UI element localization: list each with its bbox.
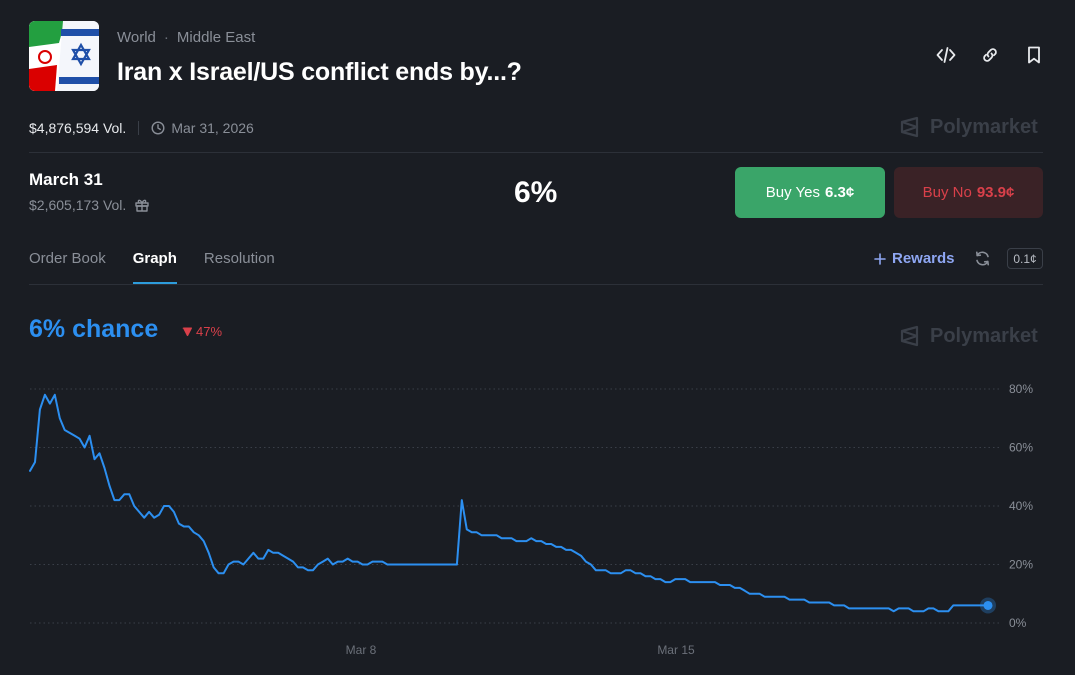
outcome-volume-text: $2,605,173 Vol. xyxy=(29,197,127,213)
chance-label: 6% chance xyxy=(29,315,159,343)
bookmark-icon[interactable] xyxy=(1023,44,1045,66)
header-actions xyxy=(935,44,1045,66)
y-tick-label: 60% xyxy=(1009,441,1033,455)
y-tick-label: 80% xyxy=(1009,382,1033,396)
tick-size-selector[interactable]: 0.1¢ xyxy=(1007,248,1043,269)
price-chart[interactable]: 80% 60% 40% 20% 0% Mar 8 Mar 15 xyxy=(0,370,1075,670)
buy-yes-price: 6.3¢ xyxy=(825,184,855,201)
tabs-divider xyxy=(29,284,1043,285)
clock-icon xyxy=(151,121,165,135)
breadcrumb-separator: · xyxy=(163,29,169,46)
polymarket-logo-icon xyxy=(900,116,919,138)
y-tick-label: 0% xyxy=(1009,616,1027,630)
y-tick-label: 20% xyxy=(1009,558,1033,572)
buy-yes-button[interactable]: Buy Yes 6.3¢ xyxy=(735,167,885,218)
market-volume: $4,876,594 Vol. xyxy=(29,120,127,136)
tab-graph[interactable]: Graph xyxy=(132,250,178,284)
market-end-date: Mar 31, 2026 xyxy=(151,120,254,136)
buy-yes-label: Buy Yes xyxy=(765,184,820,201)
buy-no-label: Buy No xyxy=(922,184,972,201)
current-point xyxy=(983,600,993,610)
polymarket-watermark: Polymarket xyxy=(898,115,1038,139)
price-change: 47% xyxy=(182,324,222,339)
series-line xyxy=(29,393,989,613)
tab-resolution[interactable]: Resolution xyxy=(203,250,275,267)
breadcrumb-category[interactable]: World xyxy=(117,29,156,46)
buy-no-button[interactable]: Buy No 93.9¢ xyxy=(894,167,1043,218)
tab-order-book[interactable]: Order Book xyxy=(29,250,106,267)
breadcrumb-subcategory[interactable]: Middle East xyxy=(176,29,256,46)
polymarket-logo-icon xyxy=(900,325,919,347)
outcome-label: March 31 xyxy=(29,170,103,189)
down-triangle-icon xyxy=(182,327,193,336)
rewards-label: Rewards xyxy=(892,250,955,267)
chart-brand-name: Polymarket xyxy=(930,324,1038,347)
brand-name: Polymarket xyxy=(930,115,1038,138)
x-tick-label: Mar 8 xyxy=(346,643,377,657)
price-change-value: 47% xyxy=(196,324,223,339)
refresh-icon[interactable] xyxy=(974,250,991,272)
iran-israel-flags-icon xyxy=(29,21,99,91)
outcome-probability: 6% xyxy=(514,176,558,209)
polymarket-chart-watermark: Polymarket xyxy=(898,324,1038,348)
end-date-text: Mar 31, 2026 xyxy=(171,120,254,136)
outcome-volume: $2,605,173 Vol. xyxy=(29,197,150,213)
x-tick-label: Mar 15 xyxy=(657,643,695,657)
market-meta: $4,876,594 Vol. Mar 31, 2026 xyxy=(29,120,254,136)
gift-icon[interactable] xyxy=(134,197,150,213)
market-thumbnail xyxy=(29,21,99,91)
y-tick-label: 40% xyxy=(1009,499,1033,513)
embed-code-icon[interactable] xyxy=(935,44,957,66)
buy-no-price: 93.9¢ xyxy=(976,184,1015,201)
plus-icon xyxy=(874,252,886,265)
page-title: Iran x Israel/US conflict ends by...? xyxy=(117,58,522,86)
header-divider xyxy=(29,152,1043,153)
meta-divider xyxy=(138,121,140,135)
breadcrumb: World · Middle East xyxy=(117,29,255,46)
link-icon[interactable] xyxy=(979,44,1001,66)
tab-bar: Order Book Graph Resolution xyxy=(29,250,275,284)
rewards-button[interactable]: Rewards xyxy=(874,250,955,267)
